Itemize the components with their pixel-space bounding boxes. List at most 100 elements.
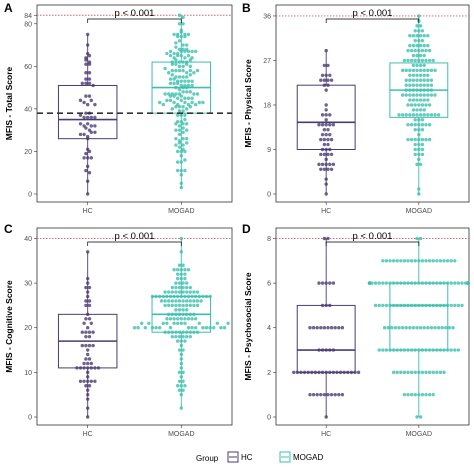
data-point	[456, 303, 461, 308]
data-point	[177, 330, 182, 334]
data-point	[399, 348, 403, 352]
p-value-annotation: p < 0.001	[115, 231, 155, 242]
data-point	[390, 326, 394, 330]
data-point	[204, 294, 209, 299]
data-point	[322, 167, 327, 171]
data-point	[417, 38, 421, 43]
data-point	[185, 330, 189, 334]
data-point	[324, 192, 328, 196]
data-point	[415, 415, 419, 419]
data-point	[340, 326, 345, 330]
data-point	[311, 392, 316, 397]
data-point	[420, 152, 425, 157]
data-point	[87, 171, 92, 175]
data-point	[183, 268, 187, 272]
data-point	[417, 152, 421, 157]
data-point	[177, 312, 182, 317]
y-tick-label: 0	[267, 415, 271, 422]
data-point	[87, 62, 92, 66]
data-point	[87, 299, 92, 303]
data-point	[324, 281, 328, 285]
data-point	[326, 128, 330, 132]
data-point	[420, 118, 425, 122]
data-point	[168, 317, 173, 321]
data-point	[435, 281, 439, 285]
data-point	[322, 128, 327, 132]
data-point	[91, 343, 95, 348]
data-point	[342, 370, 346, 375]
data-point	[406, 58, 410, 63]
data-point	[418, 34, 423, 38]
data-point	[418, 43, 423, 48]
data-point	[329, 137, 334, 142]
p-value-annotation: p < 0.001	[115, 8, 155, 19]
data-point	[447, 326, 452, 330]
data-point	[409, 392, 414, 397]
data-point	[179, 361, 183, 366]
legend-item-hc: HC	[227, 451, 253, 463]
data-point	[181, 109, 185, 113]
data-point	[340, 392, 345, 397]
data-point	[411, 63, 416, 68]
data-point	[181, 75, 185, 79]
data-point	[174, 285, 178, 290]
panel-B: B MFIS - Physical Score 0 9 18 27 36 HC MOGAD p <…	[242, 1, 470, 215]
data-point	[442, 348, 446, 352]
x-tick-label: HC	[83, 208, 93, 215]
data-point	[381, 281, 385, 285]
data-point	[384, 281, 389, 285]
data-point	[78, 98, 83, 103]
data-point	[179, 392, 183, 397]
data-point	[460, 281, 464, 285]
data-point	[442, 281, 446, 285]
data-point	[409, 123, 414, 127]
data-point	[168, 49, 173, 54]
data-point	[320, 303, 325, 308]
data-point	[179, 321, 183, 325]
data-point	[324, 157, 328, 162]
data-point	[402, 370, 407, 375]
data-point	[411, 53, 416, 58]
data-point	[322, 152, 327, 157]
data-point	[324, 182, 328, 186]
data-point	[324, 113, 328, 117]
data-point	[417, 118, 421, 122]
data-point	[185, 136, 189, 141]
data-point	[402, 392, 407, 397]
data-point	[326, 392, 330, 397]
data-point	[158, 326, 162, 330]
data-point	[208, 326, 212, 330]
data-point	[384, 348, 389, 352]
data-point	[190, 96, 194, 100]
data-point	[424, 48, 428, 53]
data-point	[195, 299, 200, 303]
data-point	[418, 98, 423, 102]
data-point	[170, 334, 174, 339]
data-point	[317, 348, 321, 352]
data-point	[426, 93, 430, 97]
data-point	[176, 268, 180, 272]
data-point	[409, 103, 414, 107]
data-point	[315, 392, 319, 397]
data-point	[86, 294, 90, 299]
data-point	[87, 77, 92, 81]
data-point	[183, 96, 187, 100]
data-point	[326, 167, 330, 171]
data-point	[329, 152, 334, 157]
data-point	[181, 308, 185, 312]
data-point	[183, 384, 187, 388]
data-point	[204, 326, 209, 330]
data-point	[367, 281, 372, 285]
data-point	[84, 71, 88, 75]
data-point	[388, 281, 392, 285]
data-point	[324, 370, 328, 375]
data-point	[413, 137, 417, 142]
data-point	[86, 164, 90, 169]
data-point	[408, 78, 412, 82]
data-point	[418, 53, 423, 58]
data-point	[402, 281, 407, 285]
y-axis-label: MFIS - Cognitive Score	[4, 280, 14, 373]
data-point	[415, 73, 419, 77]
data-point	[179, 173, 183, 177]
data-point	[370, 281, 374, 285]
